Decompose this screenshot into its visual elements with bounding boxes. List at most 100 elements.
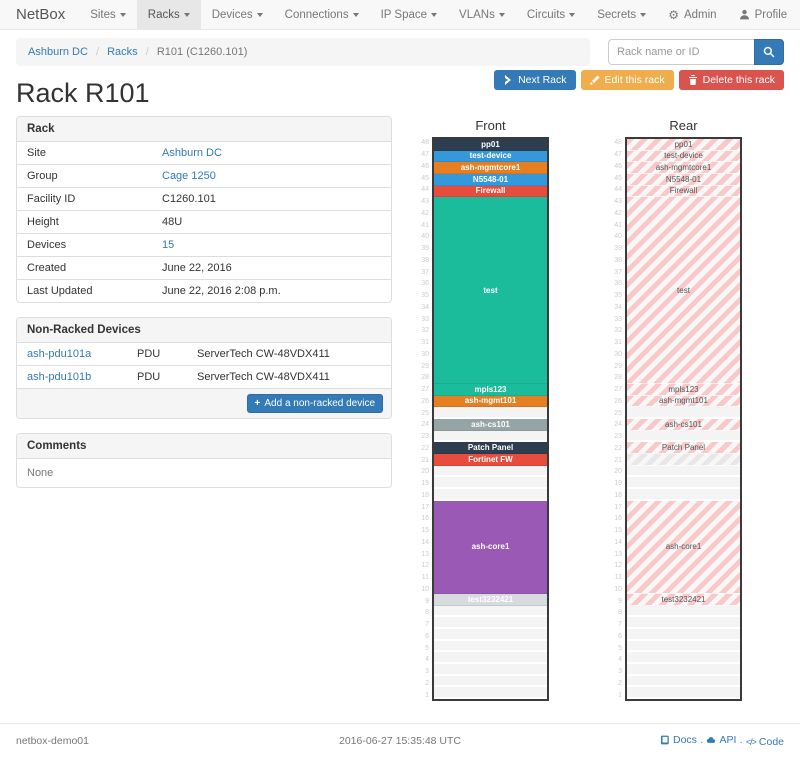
unit-number: 3: [425, 668, 429, 676]
breadcrumb-racks-link[interactable]: Racks: [107, 46, 138, 58]
nav-item-ip-space[interactable]: IP Space: [370, 0, 448, 29]
unit-number: 6: [425, 632, 429, 640]
rack-device-rear[interactable]: ash-cs101: [627, 419, 740, 431]
nav-item-connections[interactable]: Connections: [274, 0, 370, 29]
chevron-down-icon: [640, 12, 647, 17]
rack-device-front[interactable]: mpls123: [434, 384, 547, 396]
empty-rack-unit[interactable]: [627, 605, 740, 618]
rack-device-front[interactable]: pp01: [434, 139, 547, 151]
empty-rack-unit[interactable]: [627, 430, 740, 443]
rack-device-rear[interactable]: test3232421: [627, 594, 740, 606]
device-link[interactable]: ash-pdu101b: [27, 371, 92, 383]
rack-device-rear[interactable]: test: [627, 197, 740, 384]
rack-device-rear[interactable]: ash-mgmt101: [627, 395, 740, 408]
empty-rack-unit[interactable]: [434, 617, 547, 629]
empty-rack-unit[interactable]: [434, 430, 547, 443]
empty-rack-unit[interactable]: [434, 640, 547, 653]
nav-item-profile[interactable]: Profile: [728, 0, 799, 29]
empty-rack-unit[interactable]: [434, 465, 547, 478]
empty-rack-unit[interactable]: [627, 617, 740, 629]
site-link[interactable]: Ashburn DC: [162, 147, 222, 159]
empty-rack-unit[interactable]: [627, 465, 740, 478]
nav-item-secrets[interactable]: Secrets: [586, 0, 657, 29]
rack-device-front[interactable]: Fortinet FW: [434, 454, 547, 466]
rack-device-front[interactable]: Firewall: [434, 185, 547, 198]
rack-device-front[interactable]: test-device: [434, 150, 547, 163]
device-link[interactable]: ash-pdu101a: [27, 348, 92, 360]
rack-device-rear[interactable]: pp01: [627, 139, 740, 151]
rack-device-front[interactable]: ash-core1: [434, 500, 547, 594]
brand-logo[interactable]: NetBox: [16, 6, 66, 23]
rack-device-rear[interactable]: Firewall: [627, 185, 740, 198]
unit-number: 29: [421, 362, 429, 370]
rack-device-front[interactable]: test: [434, 197, 547, 384]
empty-rack-unit[interactable]: [627, 652, 740, 664]
front-elevation: Front 48 47 46 45 44 43 42 41 40 39 38 37 36 35 34 33 32…: [418, 116, 549, 701]
rack-device-front[interactable]: ash-cs101: [434, 419, 547, 431]
edit-rack-button[interactable]: Edit this rack: [580, 70, 674, 90]
empty-rack-unit[interactable]: [627, 629, 740, 641]
api-link[interactable]: API: [706, 734, 736, 746]
page-footer: netbox-demo01 2016-06-27 15:35:48 UTC Do…: [0, 723, 800, 760]
group-link[interactable]: Cage 1250: [162, 170, 216, 182]
user-icon: [739, 9, 749, 20]
table-row: ash-pdu101b PDU ServerTech CW-48VDX411: [17, 365, 391, 388]
nav-item-devices[interactable]: Devices: [201, 0, 274, 29]
empty-rack-unit[interactable]: [434, 489, 547, 501]
nav-item-admin[interactable]: ⚙ Admin: [668, 7, 717, 22]
empty-rack-unit[interactable]: [434, 605, 547, 618]
rack-device-rear[interactable]: Patch Panel: [627, 442, 740, 454]
rack-device-front[interactable]: ash-mgmtcore1: [434, 162, 547, 174]
rack-device-front[interactable]: N5548-01: [434, 174, 547, 186]
docs-link[interactable]: Docs: [660, 734, 697, 746]
empty-rack-unit[interactable]: [627, 640, 740, 653]
empty-rack-unit[interactable]: [627, 664, 740, 676]
footer-timestamp: 2016-06-27 15:35:48 UTC: [339, 735, 461, 747]
code-link[interactable]: </> Code: [745, 736, 784, 748]
nav-item-circuits[interactable]: Circuits: [516, 0, 586, 29]
empty-rack-unit[interactable]: [627, 687, 740, 699]
empty-rack-unit[interactable]: [627, 477, 740, 489]
rack-device-rear[interactable]: test-device: [627, 150, 740, 163]
nav-item-vlans[interactable]: VLANs: [448, 0, 516, 29]
empty-rack-unit[interactable]: [434, 407, 547, 419]
unit-number: 39: [614, 245, 622, 253]
unit-number: 22: [421, 444, 429, 452]
unit-number: 46: [614, 162, 622, 170]
empty-rack-unit[interactable]: [434, 629, 547, 641]
unit-number: 38: [421, 256, 429, 264]
devices-count-link[interactable]: 15: [162, 239, 175, 251]
empty-rack-unit[interactable]: [434, 652, 547, 664]
rack-device-front[interactable]: test3232421: [434, 594, 547, 606]
next-rack-button[interactable]: Next Rack: [494, 70, 576, 90]
empty-rack-unit[interactable]: [434, 477, 547, 489]
unit-number: 41: [421, 221, 429, 229]
chevron-down-icon: [352, 12, 359, 17]
book-icon: [660, 735, 669, 745]
empty-rack-unit[interactable]: [627, 489, 740, 501]
empty-rack-unit[interactable]: [627, 407, 740, 419]
nav-item-sites[interactable]: Sites: [79, 0, 137, 29]
empty-rack-unit[interactable]: [627, 675, 740, 688]
unit-number-rail: 48 47 46 45 44 43 42 41 40 39 38 37 36 35 34 33 32 31 30 29…: [611, 137, 625, 701]
empty-rack-unit[interactable]: [434, 675, 547, 688]
rack-device-front[interactable]: ash-mgmt101: [434, 395, 547, 408]
device-model: ServerTech CW-48VDX411: [187, 365, 391, 388]
add-nonracked-device-button[interactable]: + Add a non-racked device: [246, 394, 383, 413]
rack-device-rear[interactable]: ash-core1: [627, 500, 740, 594]
pencil-icon: [589, 75, 600, 85]
rack-device-rear[interactable]: mpls123: [627, 384, 740, 396]
empty-rack-unit[interactable]: [434, 687, 547, 699]
breadcrumb-site-link[interactable]: Ashburn DC: [28, 46, 88, 58]
rack-device-front[interactable]: Patch Panel: [434, 442, 547, 454]
rack-device-rear[interactable]: ash-mgmtcore1: [627, 162, 740, 174]
page-title: Rack R101: [16, 78, 150, 108]
rack-device-rear[interactable]: N5548-01: [627, 174, 740, 186]
empty-rack-unit[interactable]: [434, 664, 547, 676]
search-button[interactable]: [754, 39, 784, 65]
delete-rack-button[interactable]: Delete this rack: [678, 70, 784, 90]
footer-hostname: netbox-demo01: [16, 735, 89, 747]
search-input[interactable]: [608, 39, 754, 65]
nav-item-racks[interactable]: Racks: [136, 0, 201, 29]
rack-device-rear-obstructed[interactable]: [627, 454, 740, 466]
